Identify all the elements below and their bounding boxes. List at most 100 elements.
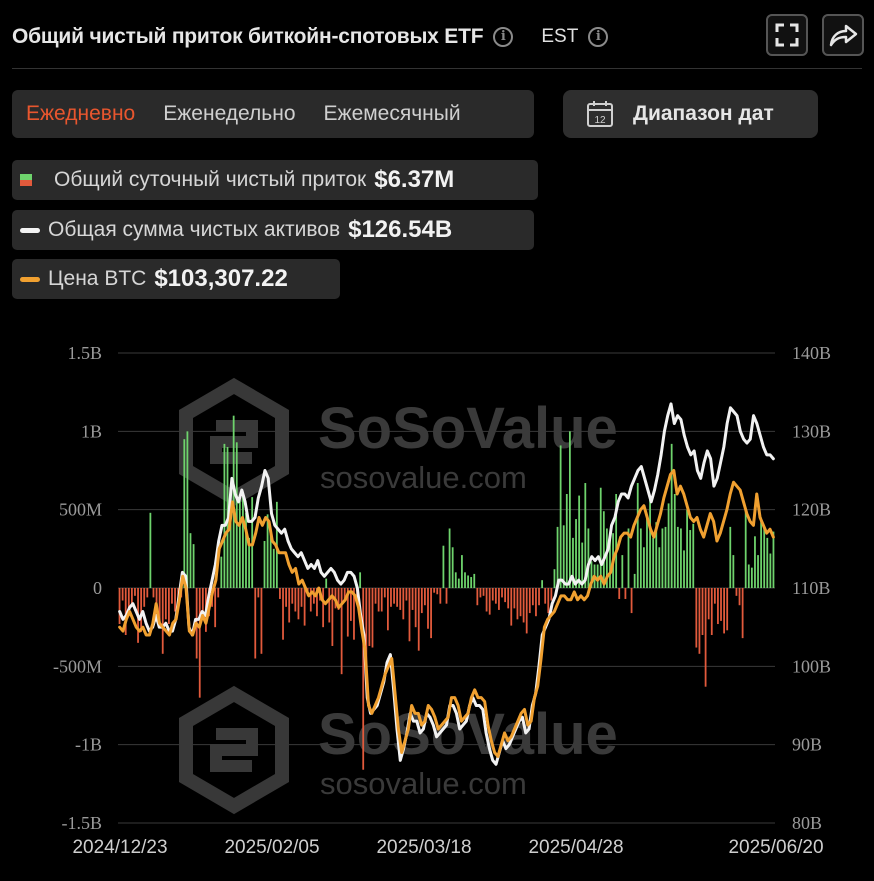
inflow-bar [161,588,164,654]
inflow-bar [134,588,136,596]
inflow-bar [738,588,741,606]
btc-price-line [118,469,775,758]
inflow-bar [504,588,506,603]
inflow-bar [556,526,559,588]
inflow-bar [596,564,599,588]
timezone-label[interactable]: EST [541,26,579,47]
watermark-logo-icon [179,685,289,815]
inflow-bar [461,555,463,588]
date-range-button[interactable]: 12 Диапазон дат [563,90,818,138]
inflow-bar [584,483,587,588]
inflow-bar [754,536,756,588]
inflow-bar [263,541,266,588]
inflow-bar [522,588,525,623]
inflow-bar [686,509,688,588]
inflow-bar [390,588,392,607]
inflow-bar [377,588,380,612]
y-right-tick-label: 130B [792,421,831,441]
inflow-bar [766,537,769,588]
inflow-bar [769,553,772,588]
inflow-bar [747,564,750,588]
inflow-bar [430,588,432,639]
fullscreen-button[interactable] [766,14,808,56]
inflow-bar [636,483,639,588]
tab-daily[interactable]: Ежедневно [26,102,136,125]
watermark-url: sosovalue.com [320,460,527,495]
inflow-bar [362,588,365,770]
inflow-bar [757,555,759,588]
legend-btc-price[interactable]: Цена BTC $103,307.22 [12,259,340,299]
y-left-tick-label: -1.5B [62,813,103,833]
bar-legend-swatch [20,174,32,186]
inflow-bar [633,573,636,588]
inflow-bar [149,512,152,588]
tab-weekly[interactable]: Еженедельно [163,102,296,125]
inflow-bar [417,588,420,651]
inflow-bar [550,588,553,601]
inflow-bar [599,487,602,588]
y-left-tick-label: 0 [93,578,102,598]
chart-canvas: SoSoValue sosovalue.com SoSoValue sosova… [53,343,831,858]
inflow-bar [670,443,673,588]
inflow-bar [127,588,130,617]
share-button[interactable] [822,14,864,56]
y-right-tick-label: 110B [792,578,830,598]
legend-daily-inflow[interactable]: Общий суточный чистый приток $6.37M [12,160,538,200]
y-right-tick-label: 80B [792,813,822,833]
inflow-bar [420,588,423,614]
inflow-bar [439,588,442,604]
inflow-bar [701,588,704,635]
inflow-bar [365,588,368,676]
legend-net-assets[interactable]: Общая сумма чистых активов $126.54B [12,210,534,250]
x-tick-label: 2025/04/28 [528,837,623,858]
inflow-bar [383,588,386,598]
inflow-bar [723,588,725,634]
inflow-bar [643,547,645,588]
inflow-bar [528,588,531,614]
series-lines [118,402,775,766]
inflow-bar [359,572,362,588]
inflow-bar [692,523,695,588]
inflow-bar [316,588,318,617]
inflow-bar [303,588,306,626]
inflow-bar [488,588,491,615]
inflow-bar [223,443,226,588]
inflow-bar [720,588,722,621]
inflow-bar [572,537,574,588]
inflow-bar [482,588,485,596]
tab-monthly[interactable]: Ежемесячный [323,102,461,125]
watermark-brand: SoSoValue [318,396,618,461]
y-left-tick-label: 1B [81,421,102,441]
inflow-bar [541,580,544,588]
inflow-bar [282,588,284,640]
inflow-bar [695,588,698,648]
inflow-bar [454,572,457,588]
inflow-bar [744,509,747,588]
inflow-bar [245,512,247,588]
inflow-bar [272,548,275,588]
y-right-tick-label: 90B [792,735,822,755]
inflow-bar [704,588,707,687]
inflow-bar [291,588,294,604]
fullscreen-icon [775,23,799,47]
inflow-bar [349,588,352,621]
inflow-bar [269,530,272,588]
inflow-bar [630,588,633,614]
inflow-bar [680,528,682,588]
inflow-bar [427,588,429,629]
x-tick-label: 2025/06/20 [728,837,823,858]
inflow-bar [260,588,263,654]
calendar-day: 12 [594,115,606,126]
inflow-bar [121,588,124,601]
inflow-bar [402,588,405,620]
inflow-bar [229,512,232,588]
inflow-bar [146,588,149,598]
line-legend-swatch [20,276,40,282]
inflow-bar [649,498,651,588]
info-icon[interactable]: i [493,27,514,47]
inflow-bar [516,588,519,620]
inflow-bar [538,588,540,606]
info-icon[interactable]: i [588,27,609,47]
inflow-bar [424,588,426,606]
inflow-bar [340,588,343,675]
